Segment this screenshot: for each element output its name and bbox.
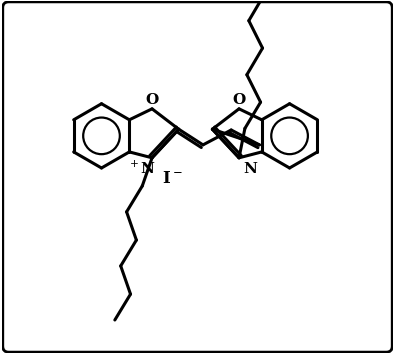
Text: N: N xyxy=(243,162,257,176)
Text: I$^-$: I$^-$ xyxy=(162,170,183,187)
Text: O: O xyxy=(145,93,159,107)
Text: $^+$N: $^+$N xyxy=(126,160,156,177)
Text: O: O xyxy=(232,93,246,107)
FancyBboxPatch shape xyxy=(3,2,392,352)
